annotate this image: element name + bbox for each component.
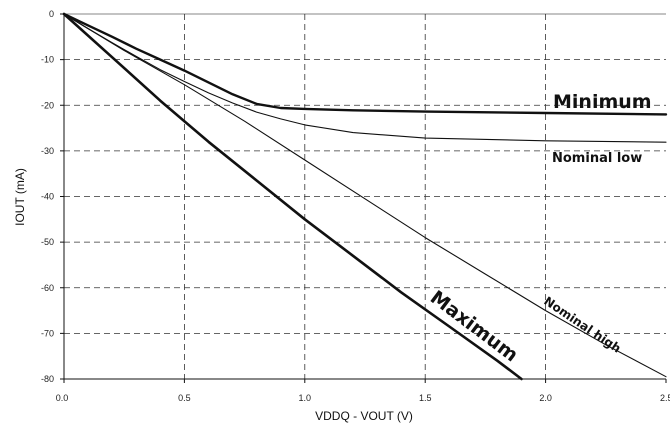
- series-line-maximum: [62, 12, 523, 381]
- x-tick-label: 0.0: [56, 393, 69, 403]
- y-tick-label: -60: [41, 283, 54, 293]
- series-line-minimum: [62, 12, 668, 116]
- tick-layer: 0.0 0.5 1.0 1.5 2.0 2.5 0 -10 -20 -30 -40 -50 -60 -70…: [41, 9, 670, 403]
- series-label-maximum: Maximum: [426, 286, 522, 366]
- series-label-minimum: Minimum: [553, 91, 652, 113]
- y-tick-label: -70: [41, 328, 54, 338]
- x-tick-label: 0.5: [178, 393, 191, 403]
- x-axis-title: VDDQ - VOUT (V): [315, 409, 413, 423]
- label-layer: Minimum Nominal low Nominal high Maximum: [426, 91, 652, 366]
- y-tick-label: -50: [41, 237, 54, 247]
- series-layer: [62, 12, 668, 381]
- x-tick-label: 1.5: [419, 393, 432, 403]
- series-line-nominal-low: [63, 13, 667, 143]
- y-tick-label: -30: [41, 146, 54, 156]
- series-label-nominal-low: Nominal low: [552, 151, 642, 166]
- series-label-nominal-high: Nominal high: [541, 294, 623, 356]
- y-tick-label: -40: [41, 192, 54, 202]
- x-tick-label: 2.0: [539, 393, 552, 403]
- y-tick-label: -80: [41, 374, 54, 384]
- x-tick-label: 2.5: [660, 393, 670, 403]
- y-axis-title: IOUT (mA): [13, 168, 27, 226]
- y-tick-label: -20: [41, 100, 54, 110]
- y-tick-label: -10: [41, 55, 54, 65]
- y-tick-label: 0: [49, 9, 54, 19]
- axis-layer: [60, 13, 667, 383]
- x-tick-label: 1.0: [299, 393, 312, 403]
- series-line-nominal-high: [63, 13, 667, 378]
